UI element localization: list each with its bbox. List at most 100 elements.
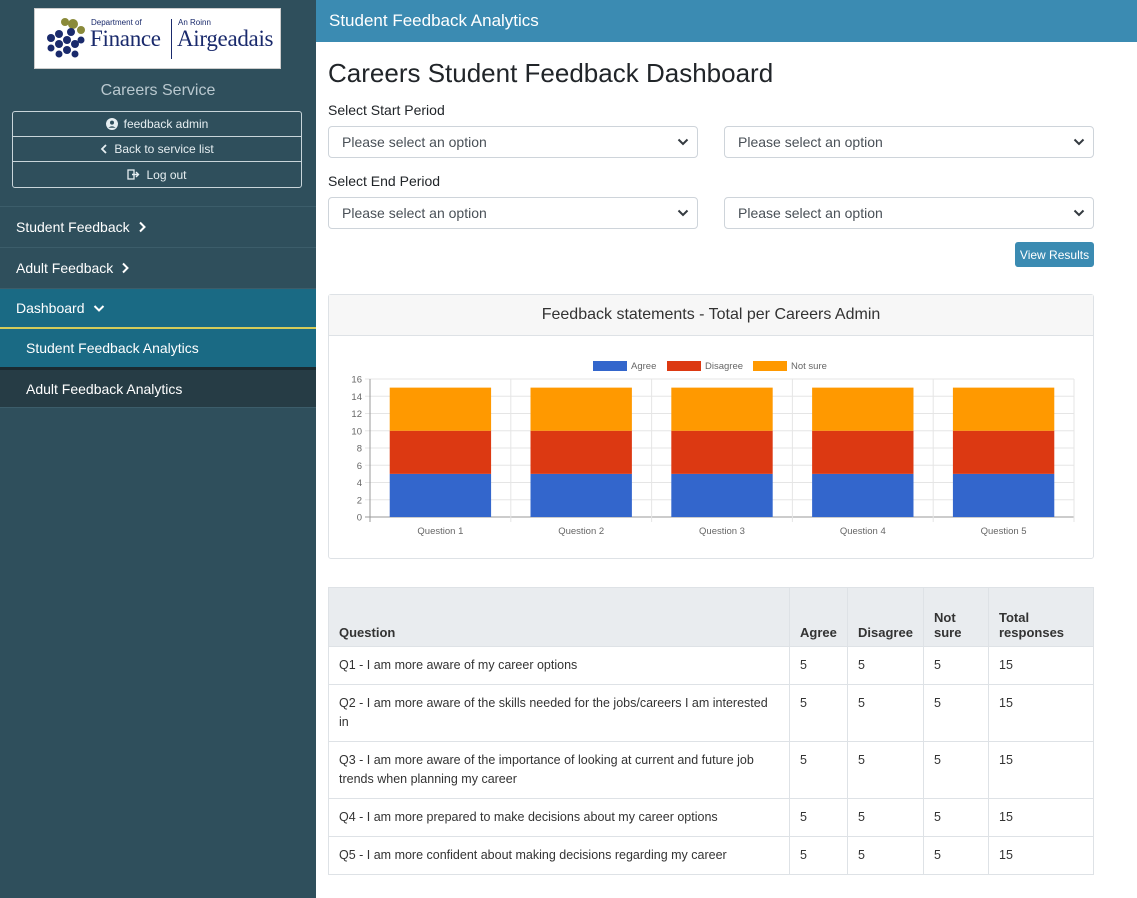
cell-total: 15	[988, 798, 1094, 837]
cell-agree: 5	[789, 836, 848, 875]
service-name: Careers Service	[100, 82, 216, 99]
col-header-disagree: Disagree	[847, 587, 924, 647]
logout-label: Log out	[146, 167, 187, 182]
cell-agree: 5	[789, 741, 848, 799]
bar-segment	[812, 430, 914, 474]
harp-emblem-icon	[47, 18, 85, 58]
bar-segment	[671, 387, 773, 431]
table-header-row: Question Agree Disagree Not sure Total res…	[328, 587, 1094, 647]
col-header-total: Total responses	[988, 587, 1094, 647]
bar-segment	[389, 387, 492, 431]
department-logo[interactable]: Department of Finance An Roinn Airgeadai…	[34, 8, 281, 69]
user-menu: feedback admin Back to service list Log …	[12, 111, 302, 188]
table-row: Q4 - I am more prepared to make decision…	[328, 798, 1094, 837]
legend-label: Not sure	[791, 361, 827, 372]
y-tick-label: 16	[351, 375, 362, 386]
start-period-select-1[interactable]: Please select an option	[328, 126, 698, 158]
legend-label: Agree	[631, 361, 656, 372]
bar-segment	[952, 387, 1055, 431]
header-line: sure	[934, 625, 962, 640]
legend-label: Disagree	[705, 361, 743, 372]
chevron-down-icon	[93, 305, 104, 312]
legend-swatch	[667, 361, 701, 371]
sidebar-item-label: Student Feedback	[16, 219, 130, 235]
chart-x-axis: Question 1 Question 2 Question 3 Question 4…	[417, 526, 1026, 537]
cell-disagree: 5	[847, 646, 924, 685]
cell-not-sure: 5	[923, 836, 989, 875]
sidebar-item-adult-feedback-analytics[interactable]: Adult Feedback Analytics	[0, 370, 316, 408]
cell-not-sure: 5	[923, 646, 989, 685]
cell-disagree: 5	[847, 836, 924, 875]
cell-question: Q4 - I am more prepared to make decision…	[328, 798, 790, 837]
header-line: Not	[934, 610, 956, 625]
user-name: feedback admin	[123, 117, 209, 131]
logo-anroinn-text: An Roinn	[178, 18, 211, 27]
col-header-question: Question	[328, 587, 790, 647]
cell-total: 15	[988, 684, 1094, 742]
y-tick-label: 14	[351, 392, 362, 403]
logo-divider	[171, 19, 172, 59]
col-header-not-sure: Not sure	[923, 587, 989, 647]
select-value: Please select an option	[738, 205, 883, 221]
sidebar-item-student-feedback[interactable]: Student Feedback	[0, 206, 316, 247]
user-account-button[interactable]: feedback admin	[13, 112, 301, 137]
y-tick-label: 8	[357, 444, 362, 455]
x-tick-label: Question 3	[699, 526, 745, 537]
cell-not-sure: 5	[923, 684, 989, 742]
sidebar-item-label: Adult Feedback Analytics	[26, 380, 183, 397]
sidebar-item-student-feedback-analytics[interactable]: Student Feedback Analytics	[0, 329, 316, 370]
y-tick-label: 12	[351, 409, 362, 420]
bar-segment	[389, 473, 492, 517]
logout-link[interactable]: Log out	[13, 162, 301, 187]
legend-swatch	[593, 361, 627, 371]
cell-disagree: 5	[847, 684, 924, 742]
sidebar-item-label: Student Feedback Analytics	[26, 340, 199, 356]
bar-segment	[530, 430, 632, 474]
cell-question: Q1 - I am more aware of my career option…	[328, 646, 790, 685]
top-bar: Student Feedback Analytics	[316, 0, 1137, 42]
end-period-select-1[interactable]: Please select an option	[328, 197, 698, 229]
cell-total: 15	[988, 741, 1094, 799]
chevron-down-icon	[677, 209, 689, 217]
sidebar-item-adult-feedback[interactable]: Adult Feedback	[0, 247, 316, 288]
select-value: Please select an option	[342, 134, 487, 150]
end-period-select-2[interactable]: Please select an option	[724, 197, 1094, 229]
header-line: Total	[999, 610, 1030, 625]
x-tick-label: Question 5	[981, 526, 1027, 537]
bar-segment	[389, 430, 492, 474]
sidebar-item-label: Adult Feedback	[16, 260, 114, 276]
logout-icon	[127, 169, 140, 180]
chevron-right-icon	[138, 221, 146, 233]
sidebar: Department of Finance An Roinn Airgeadai…	[0, 0, 316, 898]
logo-finance-text: Finance	[90, 26, 161, 51]
y-tick-label: 6	[357, 461, 362, 472]
start-period-select-2[interactable]: Please select an option	[724, 126, 1094, 158]
chart-legend: Agree Disagree Not sure	[593, 361, 827, 372]
top-bar-title: Student Feedback Analytics	[329, 11, 539, 30]
bar-segment	[671, 473, 773, 517]
cell-agree: 5	[789, 646, 848, 685]
chevron-right-icon	[122, 262, 130, 274]
bar-segment	[671, 430, 773, 474]
back-label: Back to service list	[114, 142, 214, 156]
y-tick-label: 4	[357, 478, 362, 489]
cell-not-sure: 5	[923, 741, 989, 799]
table-row: Q1 - I am more aware of my career option…	[328, 646, 1094, 685]
user-circle-icon	[105, 118, 118, 130]
logo-dept-text: Department of	[91, 18, 142, 27]
sidebar-item-dashboard[interactable]: Dashboard	[0, 288, 316, 329]
cell-question: Q3 - I am more aware of the importance o…	[328, 741, 790, 799]
view-results-button[interactable]: View Results	[1015, 242, 1094, 267]
table-row: Q2 - I am more aware of the skills neede…	[328, 684, 1094, 742]
start-period-label: Select Start Period	[328, 102, 445, 118]
chevron-down-icon	[1073, 138, 1085, 146]
bar-segment	[952, 473, 1055, 517]
chart-y-axis: 0 2 4 6 8 10 12 14 16	[351, 375, 362, 524]
chevron-down-icon	[677, 138, 689, 146]
y-tick-label: 10	[351, 426, 362, 437]
header-line: responses	[999, 625, 1065, 640]
bar-segment	[812, 473, 914, 517]
cell-disagree: 5	[847, 741, 924, 799]
end-period-label: Select End Period	[328, 173, 441, 189]
back-to-service-list-link[interactable]: Back to service list	[13, 137, 301, 162]
